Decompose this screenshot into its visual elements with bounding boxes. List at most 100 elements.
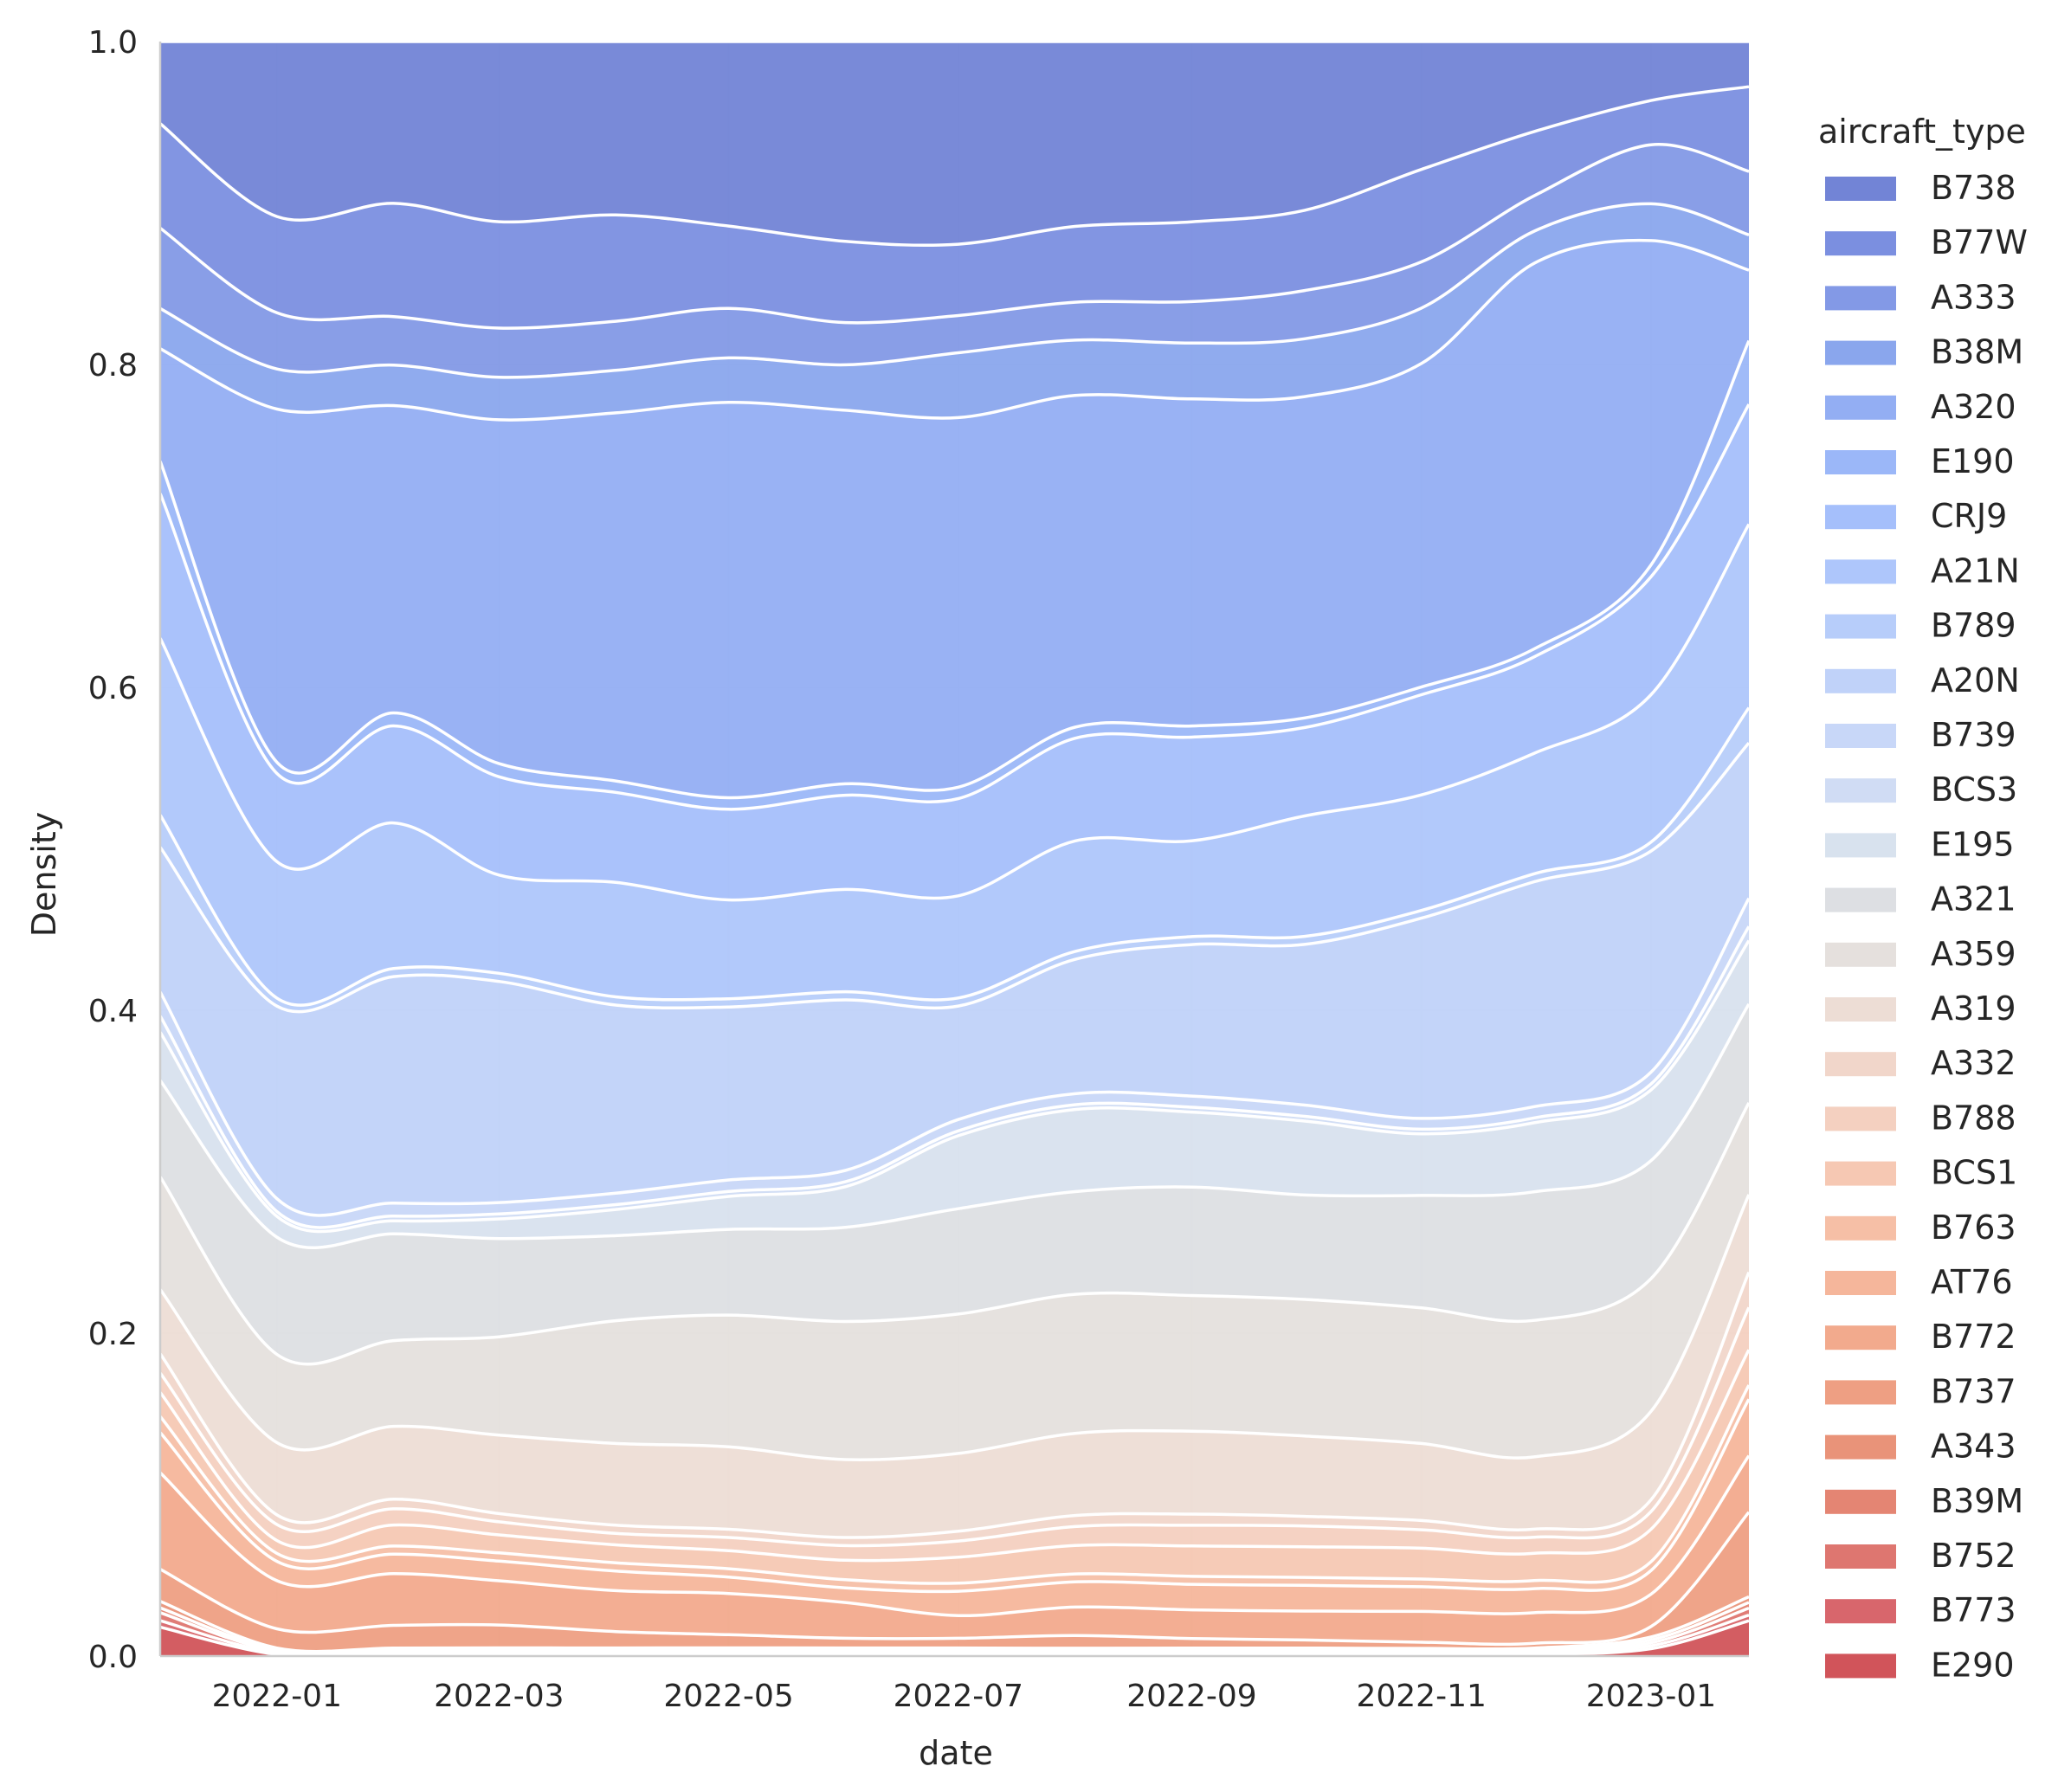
series-boundary-a343 bbox=[159, 1595, 1750, 1653]
series-boundary-a319 bbox=[158, 1194, 1751, 1461]
series-boundary-a20n bbox=[158, 742, 1751, 1014]
legend-swatch bbox=[1825, 614, 1896, 639]
area-b77w bbox=[160, 87, 1749, 329]
series-boundary-b38m bbox=[159, 202, 1750, 379]
legend-label: BCS3 bbox=[1931, 770, 2017, 809]
legend-swatch bbox=[1825, 1052, 1896, 1077]
y-axis-title: Density bbox=[25, 812, 63, 937]
series-boundary-a21n bbox=[158, 523, 1751, 902]
series-boundary-at76 bbox=[158, 1398, 1751, 1594]
series-boundary-bcs1 bbox=[158, 1349, 1751, 1563]
legend-label: B77W bbox=[1931, 223, 2028, 261]
legend-label: A359 bbox=[1931, 935, 2016, 973]
legend-swatch bbox=[1825, 286, 1896, 311]
legend-label: CRJ9 bbox=[1931, 497, 2007, 535]
area-b737 bbox=[160, 1512, 1749, 1652]
series-boundary-b39m bbox=[159, 1601, 1750, 1654]
series-boundary-e195 bbox=[158, 939, 1751, 1234]
legend-swatch bbox=[1825, 505, 1896, 530]
y-tick-label: 0.0 bbox=[88, 1640, 138, 1675]
x-tick-label: 2022-11 bbox=[1356, 1679, 1486, 1714]
legend-label: B39M bbox=[1931, 1482, 2023, 1520]
area-b772 bbox=[160, 1455, 1749, 1645]
legend-swatch bbox=[1825, 395, 1896, 420]
legend-label: B772 bbox=[1931, 1318, 2016, 1356]
legend-label: A319 bbox=[1931, 989, 2016, 1028]
legend-label: B788 bbox=[1931, 1099, 2016, 1137]
area-a359 bbox=[160, 1102, 1749, 1460]
legend-swatch bbox=[1825, 177, 1896, 201]
legend-label: B738 bbox=[1931, 169, 2016, 207]
legend-label: B739 bbox=[1931, 716, 2016, 754]
legend-label: A20N bbox=[1931, 661, 2020, 699]
series-boundary-crj9 bbox=[158, 403, 1751, 811]
legend-label: A320 bbox=[1931, 388, 2016, 426]
area-a321 bbox=[160, 1003, 1749, 1364]
series-boundary-a332 bbox=[158, 1271, 1751, 1539]
series-boundary-e190 bbox=[158, 339, 1751, 800]
x-tick-label: 2022-05 bbox=[663, 1679, 793, 1714]
series-boundary-b789 bbox=[158, 706, 1751, 1007]
legend-label: E290 bbox=[1931, 1646, 2015, 1684]
x-tick-label: 2022-01 bbox=[212, 1679, 342, 1714]
legend-label: A321 bbox=[1931, 880, 2016, 919]
legend-swatch bbox=[1825, 450, 1896, 474]
area-a21n bbox=[160, 524, 1749, 1006]
legend-swatch bbox=[1825, 1653, 1896, 1679]
legend-label: AT76 bbox=[1931, 1263, 2013, 1301]
x-tick-label: 2022-03 bbox=[434, 1679, 564, 1714]
legend-label: A21N bbox=[1931, 551, 2020, 590]
y-tick-label: 0.6 bbox=[88, 671, 138, 706]
legend-label: B752 bbox=[1931, 1537, 2016, 1575]
legend-swatch bbox=[1825, 942, 1896, 967]
area-b788 bbox=[160, 1307, 1749, 1561]
legend-swatch bbox=[1825, 668, 1896, 693]
x-tick-label: 2023-01 bbox=[1586, 1679, 1716, 1714]
series-boundary-b773 bbox=[159, 1614, 1750, 1657]
area-a320 bbox=[160, 240, 1749, 798]
area-crj9 bbox=[160, 404, 1749, 900]
legend-label: E195 bbox=[1931, 825, 2015, 863]
series-boundary-b77w bbox=[158, 85, 1750, 248]
legend-swatch bbox=[1825, 1271, 1896, 1295]
legend-swatch bbox=[1825, 1325, 1896, 1350]
x-axis-title: date bbox=[919, 1734, 993, 1772]
stacked-areas bbox=[158, 40, 1751, 1659]
legend-swatch bbox=[1825, 833, 1896, 858]
series-boundary-a333 bbox=[158, 142, 1750, 330]
area-b38m bbox=[160, 203, 1749, 421]
legend-swatch bbox=[1825, 231, 1896, 256]
series-boundary-e290 bbox=[159, 1619, 1750, 1659]
y-tick-label: 0.8 bbox=[88, 348, 138, 384]
series-boundary-b737 bbox=[159, 1511, 1751, 1647]
legend-label: B763 bbox=[1931, 1209, 2016, 1247]
series-boundary-bcs3 bbox=[158, 925, 1751, 1229]
x-tick-label: 2022-09 bbox=[1126, 1679, 1256, 1714]
series-boundary-a359 bbox=[158, 1102, 1751, 1366]
legend-label: B737 bbox=[1931, 1372, 2016, 1410]
area-a319 bbox=[160, 1194, 1749, 1538]
area-e195 bbox=[160, 940, 1749, 1248]
legend-swatch bbox=[1825, 1599, 1896, 1624]
legend-label: B773 bbox=[1931, 1591, 2016, 1629]
legend-label: E190 bbox=[1931, 442, 2015, 480]
legend-swatch bbox=[1825, 1544, 1896, 1569]
legend-swatch bbox=[1825, 1106, 1896, 1131]
series-boundary-b772 bbox=[158, 1454, 1751, 1617]
area-at76 bbox=[160, 1399, 1749, 1616]
y-tick-label: 0.4 bbox=[88, 994, 138, 1029]
legend-label: B38M bbox=[1931, 333, 2023, 371]
legend-swatch bbox=[1825, 997, 1896, 1022]
series-boundary-b739 bbox=[158, 897, 1751, 1217]
legend-swatch bbox=[1825, 559, 1896, 584]
legend-swatch bbox=[1825, 1215, 1896, 1241]
series-boundary-a321 bbox=[158, 1002, 1751, 1250]
axes: 2022-01 2022-03 2022-05 2022-07 2022-09 2022-… bbox=[88, 25, 1749, 1714]
series-boundary-b763 bbox=[158, 1384, 1751, 1585]
legend-swatch bbox=[1825, 778, 1896, 803]
legend-swatch bbox=[1825, 1161, 1896, 1186]
legend-title: aircraft_type bbox=[1818, 113, 2026, 151]
legend-label: A343 bbox=[1931, 1428, 2016, 1466]
series-boundary-a320 bbox=[159, 238, 1750, 422]
